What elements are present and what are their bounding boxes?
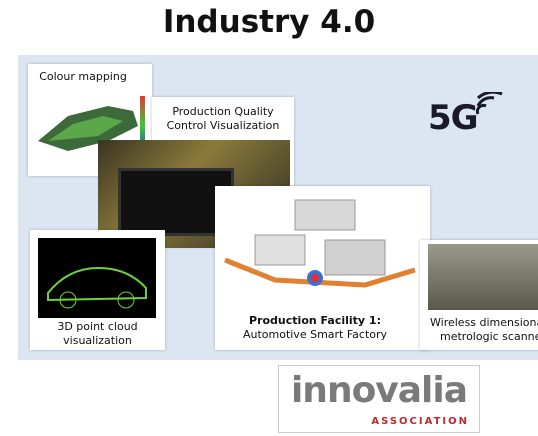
scanner-card: Wireless dimensional metrologic scanner bbox=[420, 240, 538, 350]
caption: Control Visualization bbox=[152, 119, 294, 133]
badge-text: 5G bbox=[428, 98, 478, 138]
caption: metrologic scanner bbox=[440, 330, 538, 344]
caption: visualization bbox=[30, 334, 165, 348]
logo-tagline: ASSOCIATION bbox=[279, 416, 469, 427]
caption: Wireless dimensional bbox=[430, 316, 538, 330]
scanner-photo bbox=[428, 244, 538, 310]
caption: Production Quality bbox=[152, 105, 294, 119]
factory-card: Production Facility 1: Automotive Smart … bbox=[215, 186, 430, 350]
badge-5g: 5G bbox=[428, 92, 508, 142]
caption: Production Facility 1: bbox=[215, 314, 415, 328]
signal-icon bbox=[472, 92, 512, 122]
point-cloud-image bbox=[38, 238, 156, 318]
page: Industry 4.0 5G Colour mapping Productio… bbox=[0, 0, 538, 436]
logo: innovalia ASSOCIATION bbox=[278, 365, 480, 433]
factory-diagram bbox=[215, 190, 430, 310]
caption: Automotive Smart Factory bbox=[215, 328, 415, 342]
logo-name: innovalia bbox=[279, 370, 479, 411]
title: Industry 4.0 bbox=[0, 4, 538, 40]
caption: Colour mapping bbox=[28, 70, 138, 84]
caption: 3D point cloud bbox=[30, 320, 165, 334]
car-wireframe bbox=[38, 238, 156, 318]
point-cloud-card: 3D point cloud visualization bbox=[30, 230, 165, 350]
